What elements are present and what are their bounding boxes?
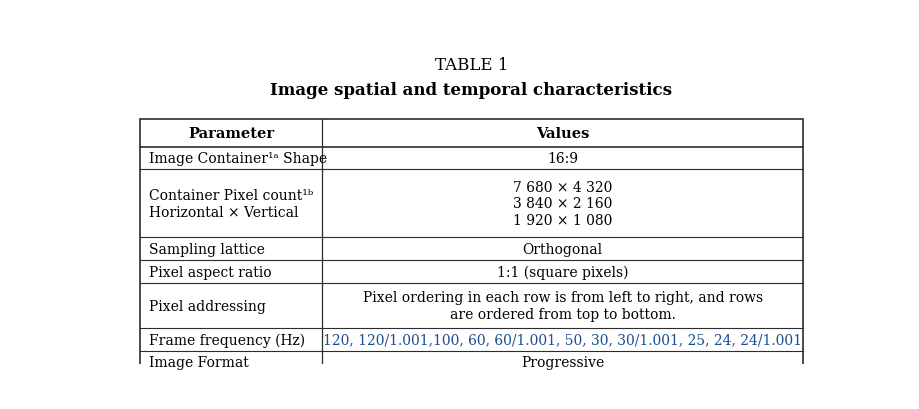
Text: 1 920 × 1 080: 1 920 × 1 080: [513, 213, 612, 227]
Text: Image spatial and temporal characteristics: Image spatial and temporal characteristi…: [270, 82, 672, 99]
Text: Container Pixel count¹ᵇ: Container Pixel count¹ᵇ: [148, 189, 312, 202]
Text: Image Format: Image Format: [148, 355, 248, 370]
Text: 120, 120/1.001,100, 60, 60/1.001, 50, 30, 30/1.001, 25, 24, 24/1.001: 120, 120/1.001,100, 60, 60/1.001, 50, 30…: [323, 333, 801, 347]
Text: 16:9: 16:9: [547, 151, 577, 166]
Text: 1:1 (square pixels): 1:1 (square pixels): [496, 265, 628, 279]
Text: Frame frequency (Hz): Frame frequency (Hz): [148, 333, 304, 347]
Text: Pixel addressing: Pixel addressing: [148, 299, 265, 313]
Text: Orthogonal: Orthogonal: [522, 242, 602, 256]
Text: 7 680 × 4 320: 7 680 × 4 320: [513, 180, 612, 195]
Text: Sampling lattice: Sampling lattice: [148, 242, 264, 256]
Text: 3 840 × 2 160: 3 840 × 2 160: [513, 197, 612, 211]
Text: are ordered from top to bottom.: are ordered from top to bottom.: [449, 307, 675, 321]
Text: Horizontal × Vertical: Horizontal × Vertical: [148, 205, 298, 219]
Text: Values: Values: [536, 126, 589, 141]
Text: Pixel ordering in each row is from left to right, and rows: Pixel ordering in each row is from left …: [362, 291, 762, 305]
Text: Image Container¹ᵃ Shape: Image Container¹ᵃ Shape: [148, 151, 326, 166]
Text: TABLE 1: TABLE 1: [435, 57, 507, 74]
Text: Progressive: Progressive: [520, 355, 604, 370]
Text: Pixel aspect ratio: Pixel aspect ratio: [148, 265, 271, 279]
Text: Parameter: Parameter: [187, 126, 274, 141]
